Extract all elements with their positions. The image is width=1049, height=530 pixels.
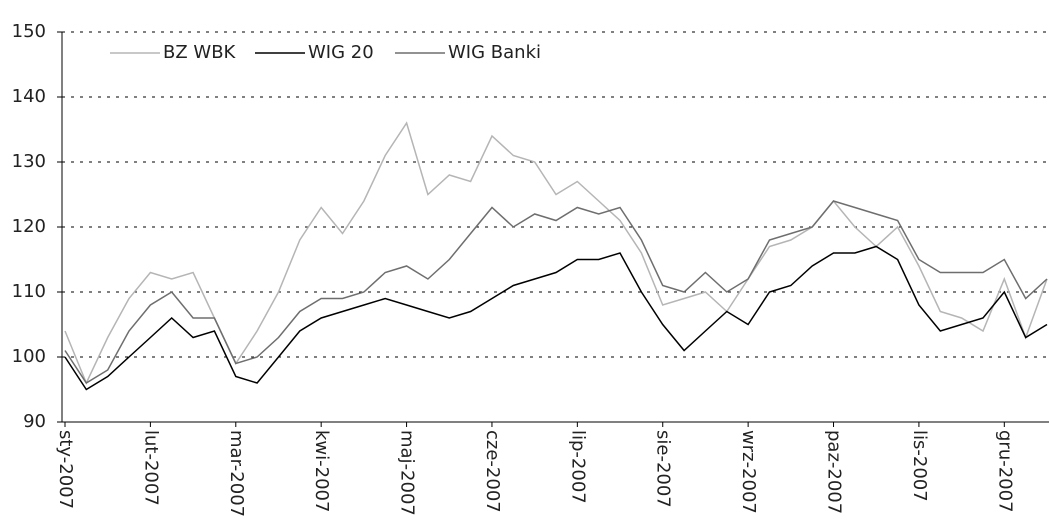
series-line	[64, 200, 1048, 385]
x-tick-label: kwi-2007	[311, 430, 332, 512]
y-tick-label: 150	[12, 21, 46, 42]
x-tick-label: sie-2007	[653, 430, 674, 508]
legend-label: WIG 20	[308, 42, 374, 63]
y-tick-label: 90	[23, 411, 46, 432]
x-tick-label: sty-2007	[55, 430, 76, 509]
x-tick-label: wrz-2007	[738, 430, 759, 514]
series-line	[64, 245, 1048, 391]
x-tick-label: maj-2007	[397, 430, 418, 516]
x-tick-label: cze-2007	[482, 430, 503, 513]
legend-label: WIG Banki	[448, 42, 541, 63]
y-tick-label: 110	[12, 281, 46, 302]
y-tick-label: 100	[12, 346, 46, 367]
x-tick-label: lis-2007	[909, 430, 930, 502]
x-tick-label: gru-2007	[994, 430, 1015, 513]
y-tick-label: 130	[12, 151, 46, 172]
legend-label: BZ WBK	[163, 42, 237, 63]
x-tick-label: mar-2007	[226, 430, 247, 517]
y-tick-label: 140	[12, 86, 46, 107]
x-tick-label: lip-2007	[567, 430, 588, 504]
x-tick-label: paz-2007	[824, 430, 845, 514]
x-tick-label: lut-2007	[140, 430, 161, 506]
y-tick-label: 120	[12, 216, 46, 237]
